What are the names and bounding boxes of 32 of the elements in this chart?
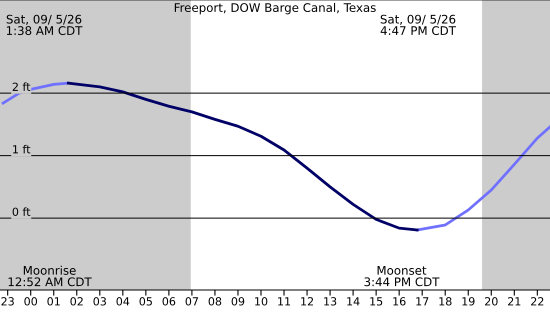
x-tick-label: 17 — [416, 297, 428, 306]
chart-title: Freeport, DOW Barge Canal, Texas — [174, 2, 376, 14]
x-tick-label: 16 — [393, 297, 406, 306]
y-tick-label: 1 ft — [13, 144, 30, 154]
x-tick-label: 00 — [24, 297, 38, 306]
x-tick-label: 23 — [1, 297, 14, 306]
x-tick-label: 13 — [324, 297, 336, 306]
annotation: Sat, 09/ 5/26 1:38 AM CDT — [6, 14, 82, 36]
x-tick-label: 07 — [186, 297, 198, 306]
x-tick-label: 10 — [255, 297, 268, 306]
annotation: Moonrise 12:52 AM CDT — [8, 266, 92, 286]
x-tick-label: 22 — [531, 297, 544, 306]
annotation: Sat, 09/ 5/26 4:47 PM CDT — [380, 14, 456, 36]
x-tick-label: 20 — [485, 297, 498, 306]
x-tick-label: 06 — [162, 297, 176, 306]
y-tick-label: 0 ft — [12, 207, 30, 216]
x-tick-label: 05 — [140, 297, 152, 306]
x-tick-label: 02 — [70, 297, 83, 306]
x-tick-label: 19 — [462, 297, 475, 306]
x-tick-label: 21 — [508, 297, 520, 306]
x-tick-label: 14 — [347, 297, 360, 306]
annotation: Moonset 3:44 PM CDT — [364, 266, 440, 286]
x-tick-label: 11 — [278, 297, 290, 306]
x-tick-label: 15 — [370, 297, 382, 306]
x-tick-label: 04 — [116, 297, 130, 306]
x-tick-label: 01 — [47, 297, 60, 306]
x-tick-label: 09 — [232, 297, 244, 306]
x-tick-label: 08 — [208, 297, 222, 306]
y-tick-label: 2 ft — [12, 82, 30, 91]
x-tick-label: 03 — [93, 297, 106, 306]
x-tick-label: 18 — [439, 297, 452, 306]
x-tick-label: 12 — [301, 297, 314, 306]
